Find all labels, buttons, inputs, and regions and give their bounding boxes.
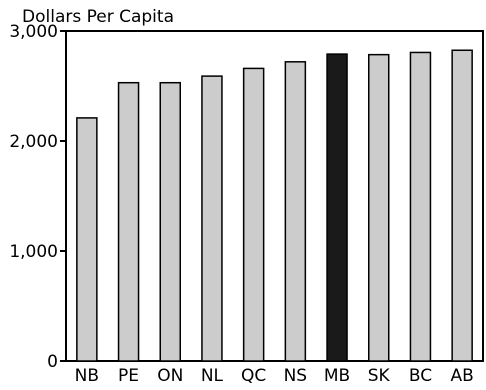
x-tick-label-mb: MB [324,366,350,386]
plot-frame [65,30,484,362]
x-tick-label-bc: BC [409,366,432,386]
x-tick-label-ab: AB [451,366,474,386]
y-tick-label: 3,000 [9,22,58,42]
y-tick-label: 2,000 [9,132,58,152]
y-tick-label: 1,000 [9,242,58,262]
bar-qc [242,67,265,362]
x-tick-label-nl: NL [201,366,224,386]
bar-nb [76,117,98,362]
bar-ns [284,61,307,362]
x-tick-label-sk: SK [368,366,391,386]
bar-nl [201,75,223,362]
x-tick-label-nb: NB [75,366,99,386]
x-tick-label-qc: QC [241,366,266,386]
y-axis-title: Dollars Per Capita [22,7,174,27]
bar-pe [117,81,140,362]
y-axis: 0 1,000 2,000 3,000 [9,22,66,372]
x-tick-label-pe: PE [118,366,139,386]
bar-sk [368,53,390,362]
bars [76,49,473,362]
bar-mb [326,53,348,362]
bar-ab [451,49,473,362]
x-tick-label-ns: NS [284,366,308,386]
x-axis: NB PE ON NL QC NS MB SK BC AB [75,366,474,386]
y-tick-label: 0 [47,352,58,372]
bar-bc [409,51,432,362]
x-tick-label-on: ON [157,366,183,386]
bar-on [159,81,181,362]
